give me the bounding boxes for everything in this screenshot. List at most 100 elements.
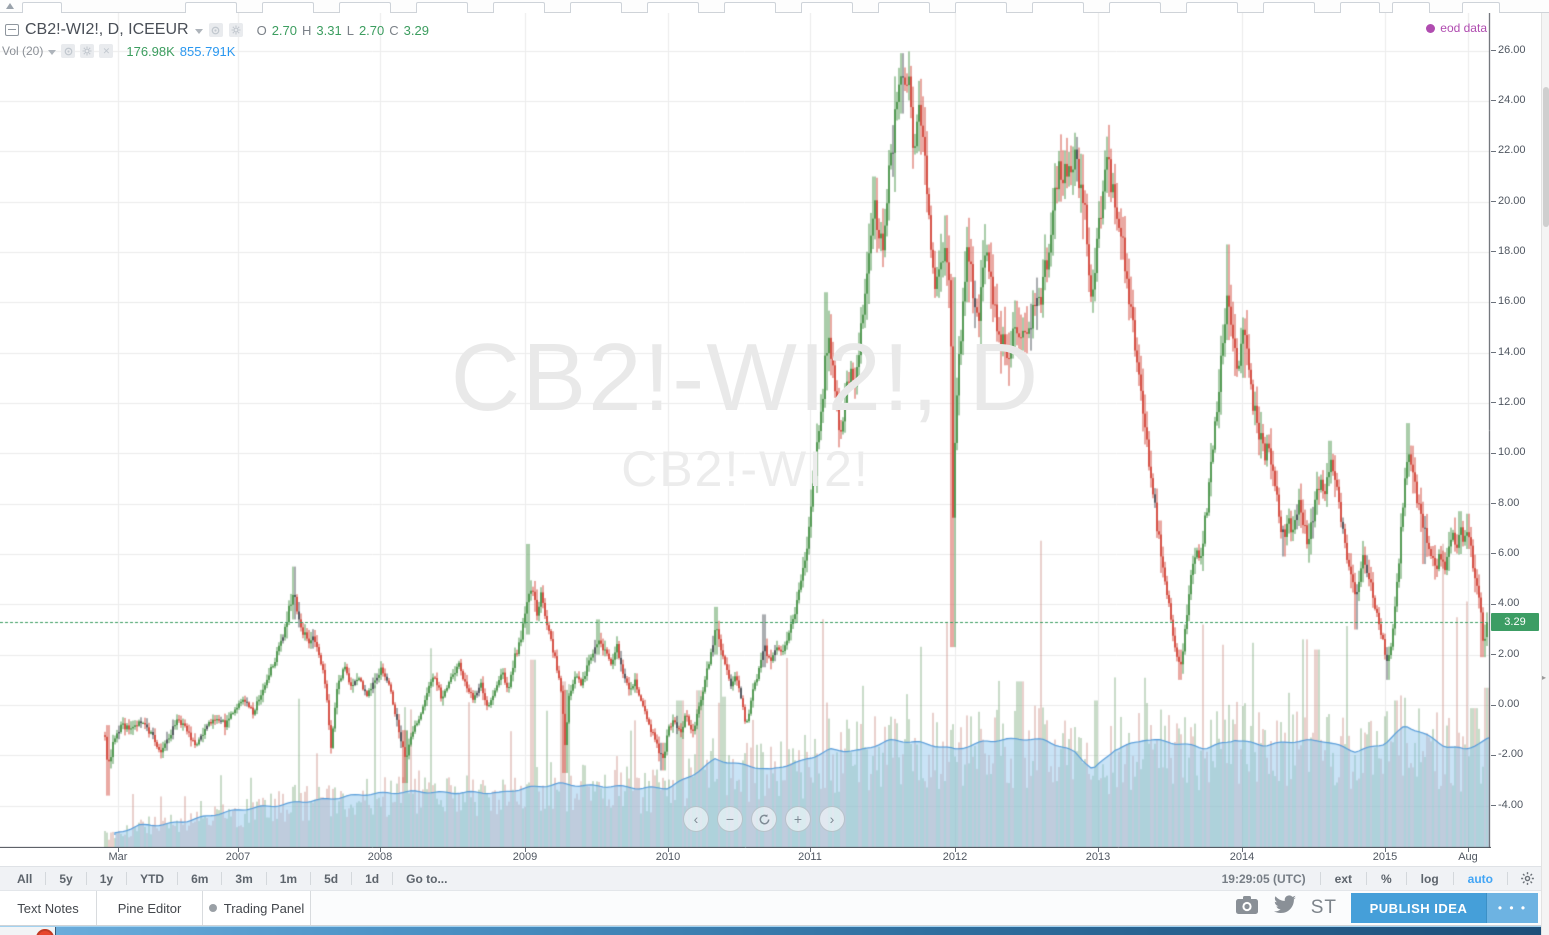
footer-share-icons: ST	[1235, 895, 1337, 920]
ext-hours-toggle[interactable]: ext	[1334, 871, 1352, 886]
toolbar-button-cutoff[interactable]	[416, 2, 468, 13]
date-range-buttons: All 5y 1y YTD 6m 3m 1m 5d 1d Go to...	[0, 872, 460, 886]
price-axis[interactable]	[1491, 13, 1541, 848]
price-tick-4.00: 4.00	[1498, 597, 1520, 610]
last-price-badge: 3.29	[1491, 613, 1539, 631]
toolbar-button-cutoff[interactable]	[1462, 2, 1500, 13]
toolbar-button-cutoff[interactable]	[801, 2, 853, 13]
separator	[1405, 872, 1407, 885]
close-value: 3.29	[403, 22, 429, 38]
toolbar-button-cutoff[interactable]	[262, 2, 314, 13]
range-button-all[interactable]: All	[17, 871, 33, 886]
range-button-ytd[interactable]: YTD	[140, 871, 165, 886]
separator	[1365, 872, 1367, 885]
range-button-3m[interactable]: 3m	[235, 871, 253, 886]
range-button-6m[interactable]: 6m	[191, 871, 209, 886]
tab-pine-editor-label: Pine Editor	[117, 900, 182, 916]
eod-dot-icon	[1426, 23, 1436, 33]
range-button-1y[interactable]: 1y	[99, 871, 114, 886]
eod-data-label: eod data	[1440, 21, 1487, 35]
toolbar-button-cutoff[interactable]	[339, 2, 391, 13]
toolbar-button-cutoff[interactable]	[647, 2, 699, 13]
tab-pine-editor[interactable]: Pine Editor	[97, 891, 203, 925]
reset-view-button[interactable]	[751, 806, 777, 832]
series-settings-gear-icon[interactable]	[228, 23, 243, 37]
price-tick-18.00: 18.00	[1498, 244, 1526, 257]
price-tick-dash	[1491, 754, 1496, 756]
stocktwits-icon[interactable]: ST	[1310, 896, 1337, 918]
price-tick-dash	[1491, 402, 1496, 404]
toolbar-button-cutoff[interactable]	[1340, 2, 1380, 13]
toolbar-button-cutoff[interactable]	[955, 2, 1007, 13]
publish-idea-button[interactable]: PUBLISH IDEA	[1351, 893, 1486, 923]
volume-dropdown-caret-icon[interactable]	[48, 49, 57, 55]
price-tick-dash	[1491, 503, 1496, 505]
range-button-5d[interactable]: 5d	[324, 871, 339, 886]
hide-volume-icon[interactable]	[61, 44, 76, 58]
symbol-dropdown-caret-icon[interactable]	[194, 28, 203, 34]
toolbar-button-cutoff[interactable]	[1032, 2, 1084, 13]
chart-bottom-toolbar: All 5y 1y YTD 6m 3m 1m 5d 1d Go to... 19:29:05 (U…	[0, 866, 1549, 891]
price-tick-dash	[1491, 553, 1496, 555]
price-chart-canvas[interactable]	[0, 13, 1491, 848]
tab-trading-panel[interactable]: Trading Panel	[203, 891, 311, 925]
separator	[392, 872, 394, 885]
toolbar-button-cutoff[interactable]	[493, 2, 545, 13]
publish-more-options-button[interactable]: • • •	[1486, 893, 1538, 923]
low-value: 2.70	[358, 22, 385, 38]
goto-date-button[interactable]: Go to...	[406, 871, 448, 886]
zoom-in-button[interactable]: +	[785, 806, 811, 832]
volume-settings-gear-icon[interactable]	[80, 44, 95, 58]
scroll-right-button[interactable]: ›	[819, 806, 845, 832]
time-tick-dash	[1242, 848, 1243, 852]
auto-scale-toggle[interactable]: auto	[1467, 871, 1493, 886]
snapshot-camera-icon[interactable]	[1235, 895, 1259, 920]
toolbar-right-group: 19:29:05 (UTC) ext % log auto	[1208, 871, 1549, 886]
zoom-out-button[interactable]: −	[717, 806, 743, 832]
hide-series-icon[interactable]	[208, 23, 223, 37]
time-tick-dash	[955, 848, 956, 852]
scrollbar-thumb[interactable]	[1543, 87, 1549, 227]
toolbar-button-cutoff[interactable]	[724, 2, 776, 13]
volume-indicator-name[interactable]: Vol (20)	[2, 44, 44, 58]
browser-scrollbar[interactable]: ▸	[1541, 13, 1549, 935]
range-button-1m[interactable]: 1m	[279, 871, 298, 886]
collapse-toolbar-icon[interactable]	[6, 3, 14, 9]
remove-volume-x-icon[interactable]: ✕	[99, 44, 114, 58]
twitter-icon[interactable]	[1273, 895, 1297, 920]
time-tick-dash	[525, 848, 526, 852]
clock-utc[interactable]: 19:29:05 (UTC)	[1221, 871, 1306, 886]
toolbar-button-cutoff[interactable]	[22, 2, 62, 13]
axis-settings-gear-icon[interactable]	[1508, 871, 1541, 886]
trading-panel-status-dot-icon	[208, 904, 217, 912]
log-scale-toggle[interactable]: log	[1420, 871, 1439, 886]
time-tick-Aug: Aug	[1458, 851, 1478, 863]
time-tick-dash	[668, 848, 669, 852]
range-button-1d[interactable]: 1d	[365, 871, 380, 886]
legend-collapse-icon[interactable]	[5, 24, 19, 36]
toolbar-button-cutoff[interactable]	[1263, 2, 1315, 13]
percent-scale-toggle[interactable]: %	[1380, 871, 1392, 886]
toolbar-button-cutoff[interactable]	[1186, 2, 1238, 13]
close-label: C	[389, 22, 399, 38]
toolbar-button-cutoff[interactable]	[185, 2, 237, 13]
price-tick-8.00: 8.00	[1498, 496, 1520, 509]
price-tick-10.00: 10.00	[1498, 446, 1526, 459]
tab-text-notes[interactable]: Text Notes	[0, 891, 97, 925]
scroll-left-button[interactable]: ‹	[683, 806, 709, 832]
taskbar-left-segment	[0, 927, 56, 935]
time-tick-dash	[118, 848, 119, 852]
toolbar-button-cutoff[interactable]	[1109, 2, 1161, 13]
symbol-legend: CB2!-WI2!, D, ICEEUR O 2.70 H 3.31 L 2.7…	[5, 20, 429, 40]
price-tick-dash	[1491, 603, 1496, 605]
separator	[1452, 872, 1454, 885]
toolbar-button-cutoff[interactable]	[878, 2, 930, 13]
tab-text-notes-label: Text Notes	[17, 900, 79, 916]
price-tick-dash	[1491, 352, 1496, 354]
time-tick-2012: 2012	[942, 851, 968, 863]
toolbar-button-cutoff[interactable]	[570, 2, 622, 13]
price-tick-0.00: 0.00	[1498, 698, 1520, 710]
symbol-title[interactable]: CB2!-WI2!, D, ICEEUR	[25, 21, 189, 38]
toolbar-button-cutoff[interactable]	[1392, 2, 1430, 13]
range-button-5y[interactable]: 5y	[59, 871, 73, 886]
